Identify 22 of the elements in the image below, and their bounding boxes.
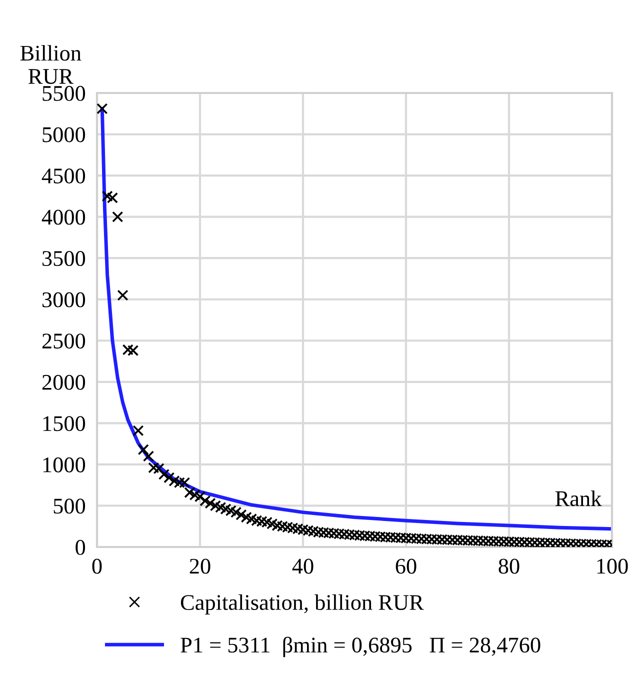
y-axis-title: Billion RUR [20,45,82,84]
y-tick-label: 1000 [43,457,86,472]
y-tick-label: 5000 [42,127,86,142]
y-tick-label: 5500 [42,86,86,101]
legend-label: Capitalisation, billion RUR [180,594,424,615]
x-tick-label: 0 [92,558,102,574]
y-tick-label: 4000 [42,210,86,225]
y-tick-label: 1500 [43,416,86,432]
x-tick-label: 20 [190,558,210,574]
x-tick-label: 80 [498,558,520,574]
y-tick-label: 4500 [42,168,86,184]
y-tick-label: 0 [76,540,86,555]
x-tick-label: 60 [396,558,416,574]
x-tick-label: 100 [597,558,628,574]
legend-label: P1 = 5311 βmin = 0,6895 Π = 28,4760 [180,636,540,658]
y-tick-label: 2500 [42,334,86,349]
y-tick-label: 500 [54,498,86,514]
x-axis-title: Rank [555,490,602,506]
y-tick-label: 3500 [42,251,86,266]
y-tick-label: 3000 [42,292,86,308]
x-tick-label: 40 [292,558,314,574]
y-tick-label: 2000 [42,374,86,390]
